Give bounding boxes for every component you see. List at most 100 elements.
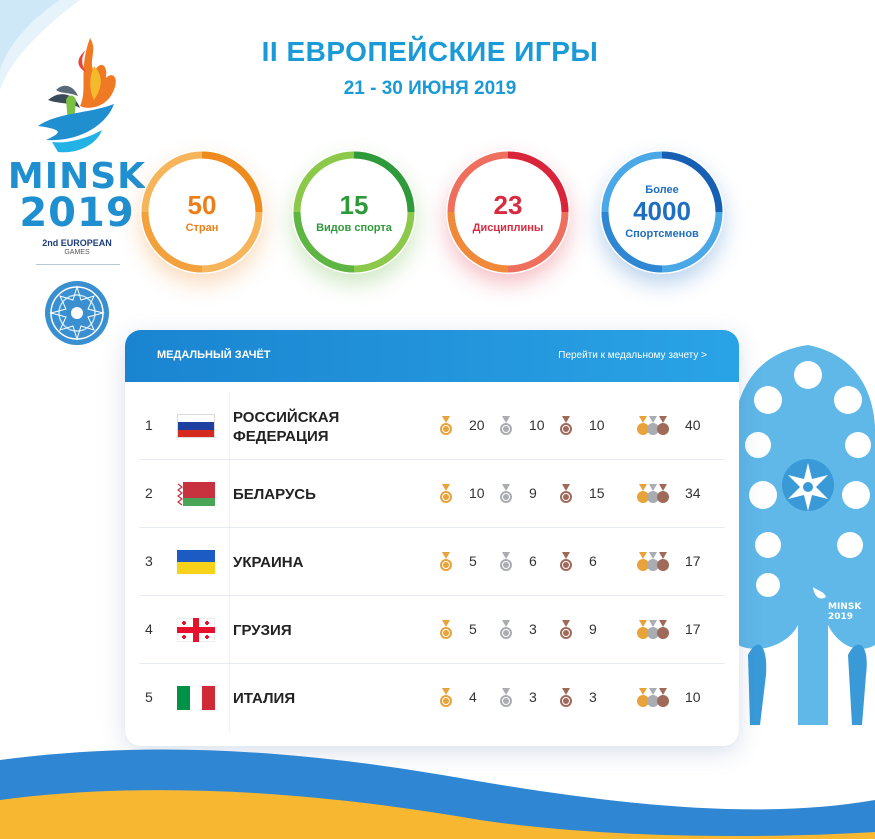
stat-value: 4000: [633, 196, 691, 226]
stat-label: Видов спорта: [316, 221, 392, 234]
stat-value: 23: [493, 189, 523, 220]
flag-russia-icon: [177, 414, 215, 438]
flag-georgia-icon: [177, 618, 215, 642]
row-divider: [229, 460, 230, 528]
medal-table-header: МЕДАЛЬНЫЙ ЗАЧЁТ Перейти к медальному зач…: [125, 330, 739, 382]
row-divider: [229, 596, 230, 664]
total-medals-icon: [636, 688, 670, 708]
silver-count: 9: [529, 485, 537, 501]
row-rank: 1: [145, 417, 153, 433]
row-country: УКРАИНА: [233, 553, 403, 572]
row-country: ГРУЗИЯ: [233, 621, 403, 640]
silver-count: 10: [529, 417, 545, 433]
bronze-count: 3: [589, 689, 597, 705]
country-name: БЕЛАРУСЬ: [233, 486, 316, 503]
row-divider: [229, 664, 230, 732]
stat-label: Дисциплины: [472, 221, 544, 234]
tree-logo-text: MINSK: [828, 602, 862, 612]
logo-divider: [36, 264, 120, 265]
bronze-count: 9: [589, 621, 597, 637]
page-title: II ЕВРОПЕЙСКИЕ ИГРЫ: [261, 36, 599, 67]
country-name: ГРУЗИЯ: [233, 622, 292, 639]
stat-label: Стран: [185, 221, 219, 234]
total-medals-icon: [636, 484, 670, 504]
total-count: 10: [685, 689, 701, 705]
stat-value: 15: [339, 189, 369, 220]
bronze-count: 10: [589, 417, 605, 433]
logo-subtitle-games: GAMES: [64, 249, 90, 256]
stat-ring-blue: [601, 151, 723, 273]
gold-medal-icon: [439, 688, 453, 708]
flame-bird-icon: [38, 38, 116, 153]
row-rank: 2: [145, 485, 153, 501]
row-separator: [139, 459, 725, 460]
total-medals-icon: [636, 416, 670, 436]
stat-ring-green: [293, 151, 415, 273]
gold-medal-icon: [439, 484, 453, 504]
bronze-medal-icon: [559, 416, 573, 436]
bronze-medal-icon: [559, 688, 573, 708]
gold-count: 10: [469, 485, 485, 501]
medal-table-title: МЕДАЛЬНЫЙ ЗАЧЁТ: [157, 349, 271, 361]
total-medals-icon: [636, 552, 670, 572]
country-name: УКРАИНА: [233, 554, 304, 571]
row-country: ИТАЛИЯ: [233, 689, 403, 708]
gold-count: 20: [469, 417, 485, 433]
bronze-medal-icon: [559, 484, 573, 504]
silver-medal-icon: [499, 416, 513, 436]
stat-countries: 50 Стран: [140, 150, 264, 274]
silver-count: 3: [529, 621, 537, 637]
stat-sports: 15 Видов спорта: [292, 150, 416, 274]
stat-disciplines: 23 Дисциплины: [446, 150, 570, 274]
bottom-wave-decoration: [0, 749, 875, 839]
medal-table-row[interactable]: 3 УКРАИНА 5 6 6 17: [139, 528, 725, 596]
flag-italy-icon: [177, 686, 215, 710]
stat-label: Спортсменов: [625, 228, 699, 240]
total-count: 40: [685, 417, 701, 433]
country-name: ИТАЛИЯ: [233, 690, 296, 707]
silver-count: 6: [529, 553, 537, 569]
country-name: РОССИЙСКАЯ: [233, 409, 340, 426]
country-name-line2: ФЕДЕРАЦИЯ: [233, 428, 329, 445]
stat-athletes: Более 4000 Спортсменов: [600, 150, 724, 274]
gold-medal-icon: [439, 620, 453, 640]
stat-ring-red: [447, 151, 569, 273]
row-rank: 4: [145, 621, 153, 637]
row-rank: 5: [145, 689, 153, 705]
logo-minsk-text: MINSK: [7, 156, 147, 197]
bronze-count: 15: [589, 485, 605, 501]
medal-table-link[interactable]: Перейти к медальному зачету >: [558, 350, 707, 361]
gold-medal-icon: [439, 552, 453, 572]
bronze-count: 6: [589, 553, 597, 569]
row-country: РОССИЙСКАЯ ФЕДЕРАЦИЯ: [233, 408, 403, 446]
stat-value: 50: [187, 189, 217, 220]
row-separator: [139, 595, 725, 596]
ornament-emblem-icon: [45, 281, 109, 345]
row-country: БЕЛАРУСЬ: [233, 485, 403, 504]
gold-count: 5: [469, 553, 477, 569]
bronze-medal-icon: [559, 552, 573, 572]
row-divider: [229, 392, 230, 460]
event-dates: 21 - 30 ИЮНЯ 2019: [343, 78, 517, 99]
gold-count: 4: [469, 689, 477, 705]
silver-medal-icon: [499, 484, 513, 504]
total-medals-icon: [636, 620, 670, 640]
silver-medal-icon: [499, 552, 513, 572]
gold-count: 5: [469, 621, 477, 637]
total-count: 17: [685, 553, 701, 569]
medal-table-row[interactable]: 4 ГРУЗИЯ 5 3 9 17: [139, 596, 725, 664]
total-count: 17: [685, 621, 701, 637]
logo-year-text: 2019: [19, 190, 135, 236]
silver-medal-icon: [499, 620, 513, 640]
bronze-medal-icon: [559, 620, 573, 640]
medal-table-row[interactable]: 1 РОССИЙСКАЯ ФЕДЕРАЦИЯ 20 10 10 40: [139, 392, 725, 460]
minsk-2019-logo: MINSK 2019 2nd EUROPEAN GAMES: [6, 30, 148, 348]
papercut-tree-decoration: MINSK 2019: [738, 345, 875, 725]
medal-table-row[interactable]: 2 БЕЛАРУСЬ 10 9 15 34: [139, 460, 725, 528]
row-separator: [139, 663, 725, 664]
stat-prefix: Более: [645, 184, 679, 196]
silver-count: 3: [529, 689, 537, 705]
row-rank: 3: [145, 553, 153, 569]
row-separator: [139, 527, 725, 528]
medal-table-row[interactable]: 5 ИТАЛИЯ 4 3 3 10: [139, 664, 725, 732]
